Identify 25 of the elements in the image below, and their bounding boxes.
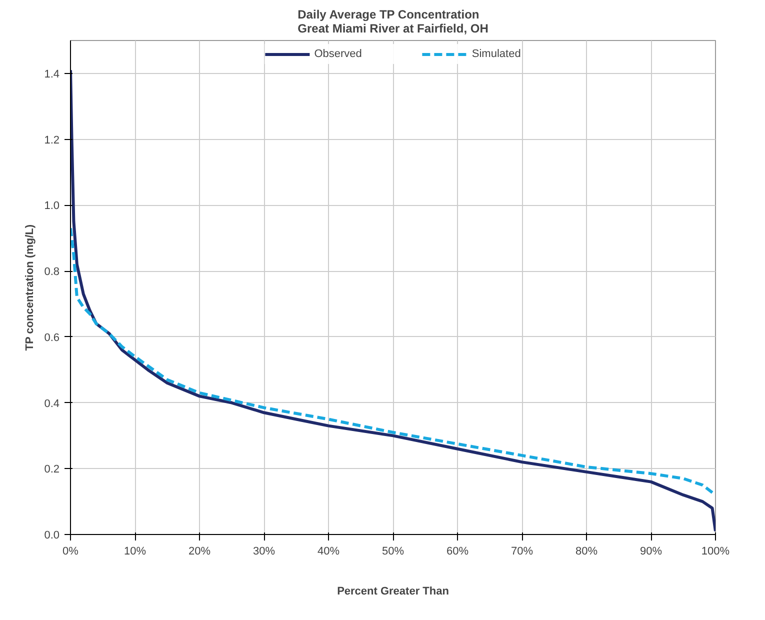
y-tick-label: 1.0 [44, 200, 60, 212]
chart-title: Daily Average TP Concentration Great Miami River at Fairfield, OH [298, 8, 488, 36]
x-axis-title: Percent Greater Than [337, 586, 450, 598]
x-tick-label: 100% [701, 546, 730, 558]
x-tick-label: 90% [640, 546, 662, 558]
x-tick-label: 50% [382, 546, 404, 558]
x-tick-label: 70% [510, 546, 534, 558]
x-tick-label: 60% [446, 546, 469, 558]
x-tick-label: 80% [575, 546, 598, 558]
y-tick-label: 0.6 [44, 332, 60, 344]
y-tick-label: 0.2 [44, 464, 60, 476]
x-tick-label: 10% [124, 546, 146, 558]
x-tick-label: 20% [188, 546, 211, 558]
legend-label: Observed [314, 48, 362, 60]
legend-label: Simulated [472, 48, 521, 60]
line-series [70, 226, 716, 496]
y-tick-label: 1.4 [44, 68, 60, 80]
y-axis-title: TP concentration (mg/L) [24, 224, 36, 351]
x-tick-label: 40% [317, 546, 340, 558]
x-tick-label: 30% [252, 546, 276, 558]
y-tick-label: 0.8 [44, 266, 60, 278]
y-tick-label: 0.4 [44, 398, 60, 410]
x-tick-label: 0% [62, 546, 79, 558]
y-tick-label: 0.0 [44, 530, 60, 542]
y-tick-label: 1.2 [44, 134, 60, 146]
